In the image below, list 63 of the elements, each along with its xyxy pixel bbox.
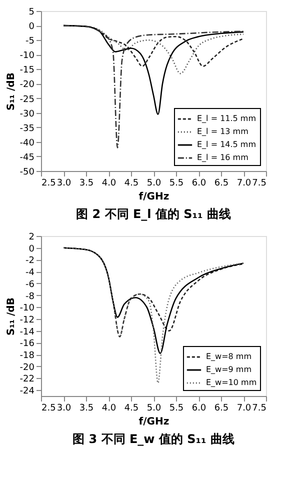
x-tick-label: 6.5	[214, 178, 229, 188]
y-tick-label: -20	[20, 362, 35, 373]
x-tick-label: 4.0	[102, 404, 116, 414]
y-tick-label: -35	[20, 124, 34, 134]
y-tick-label: -6	[26, 280, 35, 290]
y-tick-label: -2	[26, 256, 34, 266]
x-tick-label: 3.0	[56, 178, 72, 188]
y-tick-label: 0	[28, 244, 35, 254]
line-series	[62, 247, 244, 354]
y-tick-label: 5	[28, 8, 34, 18]
text: 图 2 不同 E_l 值的 S₁₁ 曲线	[76, 207, 231, 221]
y-tick-label: 0	[28, 22, 35, 32]
x-tick-label: 7.0	[236, 404, 252, 414]
x-tick-label: 5.0	[146, 404, 162, 414]
x-tick-label: 3.5	[79, 404, 94, 414]
x-tick-label: 6.5	[214, 404, 229, 414]
x-tick-label: 5.0	[146, 178, 162, 188]
legend-label: E_w=10 mm	[206, 378, 257, 387]
x-tick-label: 7.5	[252, 178, 266, 188]
y-tick-label: -45	[20, 152, 34, 163]
y-tick-label: -10	[20, 51, 35, 62]
y-tick-label: -30	[20, 109, 35, 120]
y-tick-label: -15	[20, 66, 34, 76]
y-tick-label: -18	[20, 351, 35, 362]
x-tick-label: 4.5	[124, 178, 139, 188]
y-tick-label: -50	[20, 168, 35, 178]
legend-label: E_l = 16 mm	[197, 153, 249, 162]
y-tick-label: -25	[20, 94, 34, 105]
x-axis-title: f/GHz	[138, 192, 170, 202]
x-tick-label: 6.0	[192, 178, 206, 188]
line-series	[62, 247, 244, 338]
x-tick-label: 6.0	[192, 404, 206, 414]
y-axis-title: S₁₁ /dB	[6, 298, 17, 336]
x-tick-label: 2.5	[42, 404, 56, 414]
y-tick-label: -16	[20, 339, 35, 350]
legend-label: E_l = 14.5 mm	[197, 140, 256, 149]
y-tick-label: -22	[20, 374, 34, 385]
y-tick-label: -12	[20, 315, 34, 326]
y-tick-label: -24	[20, 386, 35, 397]
legend-label: E_w=9 mm	[206, 365, 252, 374]
text: 图 3 不同 E_w 值的 S₁₁ 曲线	[72, 432, 234, 446]
x-tick-label: 2.5	[42, 178, 56, 188]
x-tick-label: 5.5	[169, 404, 184, 414]
x-tick-label: 7.0	[236, 178, 252, 188]
x-tick-label: 5.5	[169, 178, 184, 188]
legend-label: E_l = 13 mm	[197, 127, 249, 136]
x-tick-label: 3.5	[79, 178, 94, 188]
x-axis-title: f/GHz	[138, 416, 170, 428]
x-tick-label: 3.0	[56, 404, 72, 414]
y-tick-label: -4	[26, 268, 35, 278]
y-tick-label: -20	[20, 80, 35, 90]
x-tick-label: 7.5	[252, 404, 266, 414]
y-tick-label: -40	[20, 138, 35, 148]
y-tick-label: -8	[26, 292, 35, 302]
y-tick-label: 2	[28, 232, 34, 242]
legend-label: E_l = 11.5 mm	[197, 114, 256, 123]
x-tick-label: 4.0	[102, 178, 116, 188]
y-tick-label: -14	[20, 327, 35, 338]
y-axis-title: S₁₁ /dB	[6, 72, 17, 110]
legend-label: E_w=8 mm	[206, 352, 252, 361]
x-tick-label: 4.5	[124, 404, 139, 414]
y-tick-label: -10	[20, 304, 35, 314]
y-tick-label: -5	[26, 36, 34, 47]
